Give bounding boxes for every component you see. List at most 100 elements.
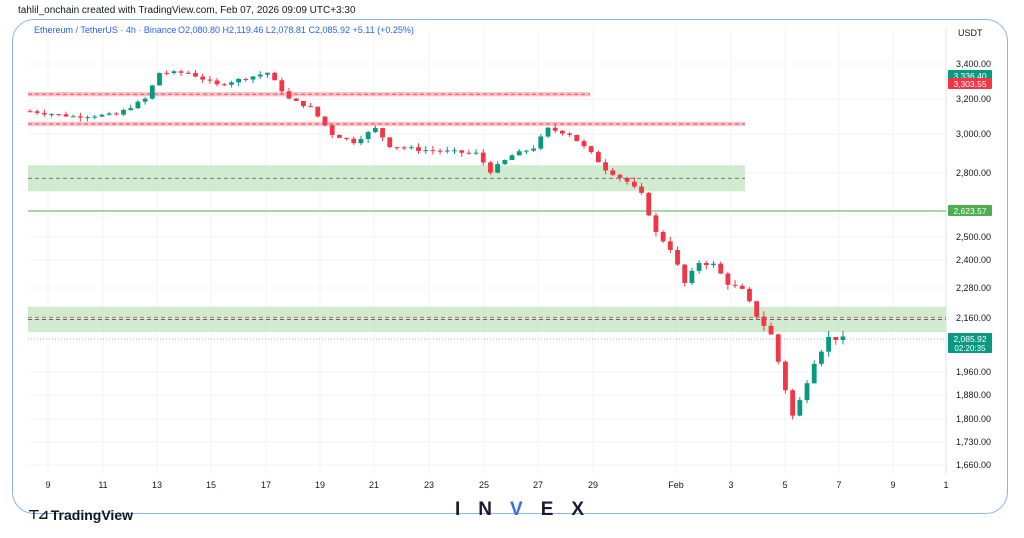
y-tick-label: 1,880.00 xyxy=(956,390,991,400)
x-tick-label: 17 xyxy=(261,480,271,490)
candle-body xyxy=(833,336,839,341)
candle-body xyxy=(193,72,198,77)
invex-left: IN xyxy=(455,499,510,520)
candle-body xyxy=(34,111,40,113)
candle-body xyxy=(718,263,724,274)
candle-body xyxy=(300,100,306,107)
candle-body xyxy=(430,150,436,152)
candle-body xyxy=(128,108,134,110)
x-tick-label: 15 xyxy=(206,480,216,490)
candle-body xyxy=(315,106,321,117)
candle-body xyxy=(653,215,659,232)
candle-body xyxy=(768,325,774,335)
candle-body xyxy=(739,285,745,289)
time-axis: 9 11 13 15 17 19 21 23 25 27 29 Feb 3 5 7 9 1 xyxy=(45,480,948,490)
candle-body xyxy=(509,155,515,161)
x-tick-label: 13 xyxy=(152,480,162,490)
candle-body xyxy=(77,116,83,118)
candle-body xyxy=(408,147,414,149)
candle-body xyxy=(819,351,824,364)
x-tick-label: 1 xyxy=(943,480,948,490)
candle-body xyxy=(185,72,191,74)
price-badge-label: 3,336.40 xyxy=(953,71,986,81)
candle-body xyxy=(423,150,429,152)
y-tick-label: 1,800.00 xyxy=(956,414,991,424)
x-tick-label: 21 xyxy=(369,480,379,490)
x-tick-label: 5 xyxy=(782,480,787,490)
candle-body xyxy=(85,117,90,119)
candle-body xyxy=(538,136,544,149)
candle-body xyxy=(617,174,623,178)
candle-body xyxy=(588,146,594,153)
candle-body xyxy=(459,150,465,153)
candle-body xyxy=(811,363,817,384)
candle-body xyxy=(595,152,601,163)
candle-body xyxy=(106,113,112,115)
candle-body xyxy=(336,134,342,138)
candle-body xyxy=(344,137,349,139)
price-axis: 3,400.00 3,200.00 3,000.00 2,800.00 2,500.00… xyxy=(956,59,991,470)
candle-body xyxy=(272,72,278,81)
candle-body xyxy=(747,288,752,302)
candle-body xyxy=(696,263,702,271)
y-tick-label: 3,400.00 xyxy=(956,59,991,69)
invex-right: EX xyxy=(540,499,603,520)
candle-body xyxy=(221,84,227,86)
candle-body xyxy=(675,249,680,265)
candle-body xyxy=(56,114,62,116)
x-tick-label: 9 xyxy=(890,480,895,490)
candle-body xyxy=(732,284,738,286)
y-tick-label: 2,160.00 xyxy=(956,313,991,323)
x-tick-label: 11 xyxy=(98,480,107,490)
candle-body xyxy=(488,162,493,173)
candle-body xyxy=(99,114,105,117)
candle-body xyxy=(401,147,407,149)
candle-body xyxy=(567,133,573,135)
candle-body xyxy=(545,127,551,137)
candle-body xyxy=(840,336,846,341)
invex-v: V xyxy=(510,499,541,520)
x-tick-label: 19 xyxy=(315,480,325,490)
x-tick-label: 23 xyxy=(424,480,434,490)
price-badge-timer: 02:20:35 xyxy=(954,344,986,353)
y-tick-label: 2,500.00 xyxy=(956,232,991,242)
candle-body xyxy=(63,114,69,117)
candle-body xyxy=(200,76,206,80)
y-tick-label: 2,400.00 xyxy=(956,255,991,265)
candle-body xyxy=(372,128,378,133)
x-tick-label: 9 xyxy=(45,480,50,490)
candle-body xyxy=(229,82,234,85)
candle-body xyxy=(790,390,796,416)
candle-body xyxy=(329,125,335,135)
candle-body xyxy=(797,400,803,416)
candle-body xyxy=(624,177,630,182)
candle-body xyxy=(603,162,608,171)
price-badge-label: 2,085.92 xyxy=(953,334,986,344)
candle-body xyxy=(365,132,371,139)
y-tick-label: 3,200.00 xyxy=(956,94,991,104)
candle-body xyxy=(761,316,767,326)
candle-body xyxy=(452,150,457,152)
candle-body xyxy=(689,270,695,283)
candle-body xyxy=(149,85,155,99)
candle-body xyxy=(27,111,33,113)
candle-body xyxy=(293,98,299,101)
candle-body xyxy=(754,301,760,317)
candle-body xyxy=(531,148,537,151)
candle-body xyxy=(257,74,263,77)
candle-body xyxy=(826,336,832,352)
candle-body xyxy=(682,264,688,283)
x-tick-label: 7 xyxy=(836,480,841,490)
candle-body xyxy=(279,80,285,92)
price-badge xyxy=(948,78,992,89)
candle-body xyxy=(207,79,213,81)
legend-symbol: Ethereum / TetherUS · 4h · Binance xyxy=(34,25,176,35)
candle-body xyxy=(473,152,479,154)
candle-body xyxy=(394,147,400,149)
tradingview-wordmark: TradingView xyxy=(50,507,133,523)
candle-body xyxy=(135,101,141,109)
candle-body xyxy=(236,79,242,83)
y-tick-label: 1,730.00 xyxy=(956,437,991,447)
candle-body xyxy=(387,137,393,148)
